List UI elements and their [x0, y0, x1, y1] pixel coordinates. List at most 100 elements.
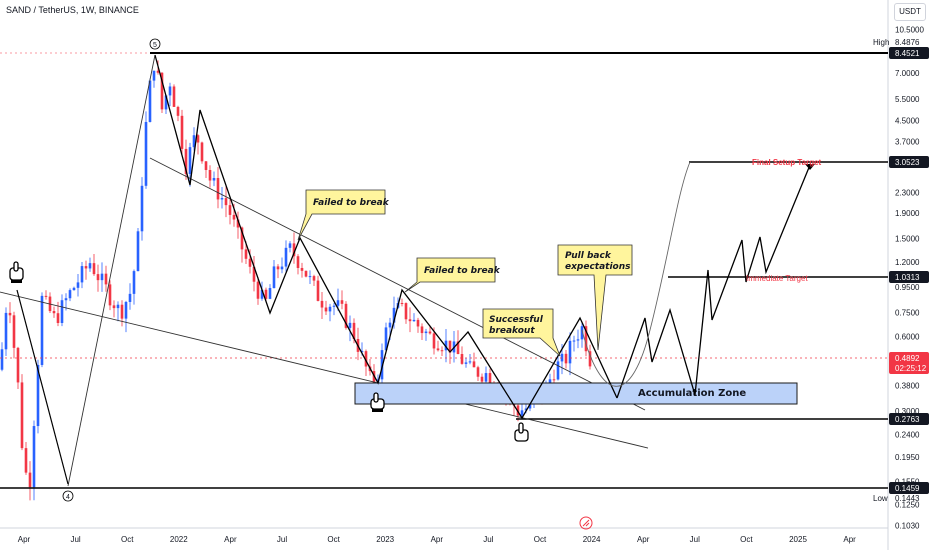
- time-tick-label: Apr: [637, 535, 650, 544]
- callout-breakout-text-2: breakout: [489, 326, 535, 336]
- candle-body: [252, 266, 256, 282]
- price-tick-label: 0.6000: [895, 332, 920, 341]
- candle-body: [240, 227, 244, 250]
- candle-body: [84, 266, 88, 269]
- candle-body: [484, 373, 488, 382]
- candle-body: [432, 333, 436, 349]
- candle-body: [52, 311, 56, 314]
- price-tick-label: 7.0000: [895, 69, 920, 78]
- level-tag-0-146: 0.1459: [889, 482, 929, 494]
- price-tick-label: 3.7000: [895, 138, 920, 147]
- candle-body: [236, 219, 240, 228]
- candle-body: [264, 289, 268, 299]
- candle-body: [204, 161, 208, 170]
- candle-body: [92, 263, 96, 275]
- candle-body: [172, 86, 176, 107]
- svg-text:0.2763: 0.2763: [895, 415, 920, 424]
- candle-body: [152, 70, 156, 81]
- candle-body: [460, 354, 464, 364]
- candle-body: [80, 266, 84, 283]
- time-tick-label: Oct: [121, 535, 134, 544]
- price-tick-label: 1.5000: [895, 234, 920, 243]
- candle-body: [72, 287, 76, 291]
- candle-body: [160, 72, 164, 110]
- immediate-target-label: Immediate Target: [746, 274, 808, 283]
- price-tick-label: 0.1250: [895, 501, 920, 510]
- candle-body: [148, 80, 152, 122]
- wave-5-marker: 5: [149, 38, 161, 50]
- candles-layer: [0, 60, 592, 501]
- callout-failed-1: Failed to break: [297, 189, 390, 241]
- final-target-label: Final Setup Target: [752, 158, 822, 167]
- accumulation-zone: [354, 382, 798, 405]
- candle-body: [112, 305, 116, 309]
- time-tick-label: Apr: [224, 535, 237, 544]
- candle-body: [268, 288, 272, 299]
- time-tick-label: Jul: [277, 535, 287, 544]
- trendline-rally: [67, 54, 156, 487]
- candle-body: [32, 426, 36, 488]
- price-tick-label: 0.2400: [895, 431, 920, 440]
- price-tick-label: 1.9000: [895, 209, 920, 218]
- candle-body: [232, 214, 236, 220]
- candle-body: [552, 379, 556, 381]
- projection-curve: [581, 161, 691, 387]
- time-tick-label: Oct: [534, 535, 547, 544]
- candle-body: [96, 274, 100, 281]
- candle-body: [260, 289, 264, 299]
- candle-body: [340, 300, 344, 304]
- candle-body: [420, 326, 424, 334]
- time-tick-label: Jul: [690, 535, 700, 544]
- candle-body: [188, 147, 192, 174]
- candle-body: [248, 258, 252, 267]
- callout-failed-2-text: Failed to break: [424, 266, 501, 276]
- candle-body: [304, 270, 308, 277]
- time-tick-label: Oct: [740, 535, 753, 544]
- candle-body: [380, 350, 384, 380]
- time-tick-label: 2023: [376, 535, 394, 544]
- candle-body: [116, 304, 120, 309]
- candle-body: [88, 263, 92, 269]
- accumulation-zone-label: Accumulation Zone: [638, 388, 746, 399]
- candle-body: [124, 301, 128, 319]
- candle-body: [428, 331, 432, 334]
- time-tick-label: Apr: [431, 535, 444, 544]
- currency-button[interactable]: USDT: [894, 3, 926, 21]
- candle-body: [444, 340, 448, 351]
- candle-body: [416, 319, 420, 327]
- candle-body: [192, 135, 196, 148]
- candle-body: [100, 273, 104, 281]
- projection-zigzag: [616, 164, 811, 399]
- time-tick-label: Apr: [843, 535, 856, 544]
- candle-body: [436, 348, 440, 351]
- candle-body: [244, 249, 248, 259]
- trendline-upper: [149, 157, 646, 411]
- wave-4-marker: 4: [62, 490, 74, 502]
- candle-body: [180, 115, 184, 149]
- candle-body: [164, 95, 168, 110]
- final-target-arrowhead: [805, 164, 815, 170]
- time-axis: Apr Jul Oct 2022 Apr Jul Oct 2023 Apr Jul Oct 2024 A…: [18, 535, 856, 544]
- candle-body: [132, 271, 136, 294]
- candle-body: [580, 326, 584, 340]
- candle-body: [520, 410, 524, 416]
- price-tick-label: 1.2000: [895, 258, 920, 267]
- candle-body: [4, 312, 8, 350]
- price-tick-label: 0.9500: [895, 283, 920, 292]
- svg-text:0.4892: 0.4892: [895, 354, 920, 363]
- trendline-lower: [0, 291, 649, 449]
- candle-body: [56, 313, 60, 323]
- candle-body: [168, 86, 172, 96]
- candle-body: [388, 322, 392, 328]
- candle-body: [284, 247, 288, 267]
- svg-text:8.4521: 8.4521: [895, 49, 920, 58]
- candle-body: [440, 350, 444, 352]
- callout-failed-2: Failed to break: [404, 257, 501, 293]
- candle-body: [564, 353, 568, 364]
- candle-body: [144, 121, 148, 186]
- candle-body: [364, 351, 368, 367]
- candle-body: [0, 349, 4, 370]
- candle-body: [404, 303, 408, 320]
- candle-body: [524, 408, 528, 411]
